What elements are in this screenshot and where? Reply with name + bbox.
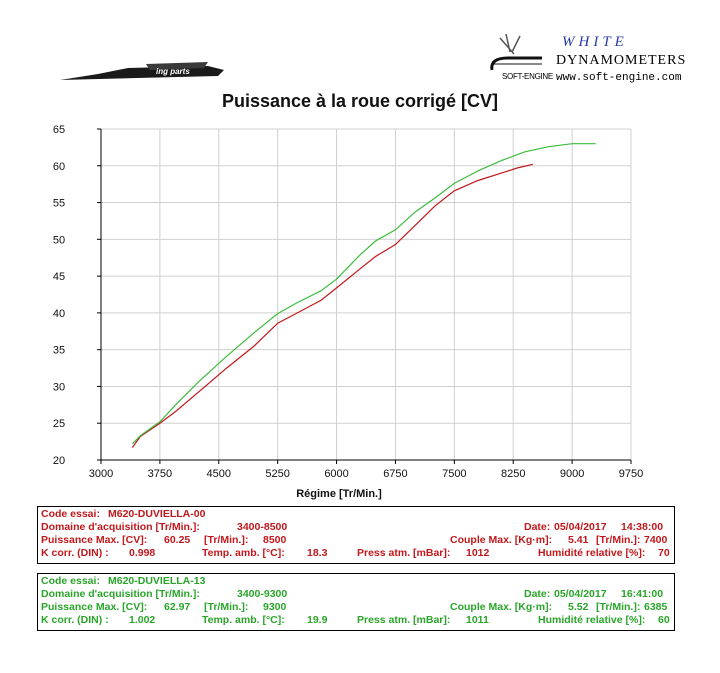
couple-value-2: 5.52 <box>568 601 589 613</box>
chart-ticks: 3000 3750 4500 5250 6000 6750 7500 8250 9000 9750… <box>53 124 643 480</box>
brand-logo-right <box>490 33 542 71</box>
couple-value-1: 5.41 <box>568 534 589 546</box>
puissance-rpm-label-1: [Tr/Min.]: <box>204 534 249 546</box>
series-line-2 <box>131 143 596 445</box>
hum-value-2: 60 <box>658 614 670 626</box>
puissance-label-1: Puissance Max. [CV]: <box>41 534 148 546</box>
brand-url: www.soft-engine.com <box>556 72 682 84</box>
code-label-2: Code essai: <box>41 575 100 587</box>
y-tick-label: 65 <box>53 124 65 136</box>
series-line-1 <box>131 163 534 448</box>
couple-label-1: Couple Max. [Kg·m]: <box>450 534 553 546</box>
x-tick-label: 6750 <box>383 468 407 480</box>
puissance-rpm-label-2: [Tr/Min.]: <box>204 601 249 613</box>
x-tick-label: 3750 <box>148 468 172 480</box>
hum-label-1: Humidité relative [%]: <box>538 547 646 559</box>
y-tick-label: 25 <box>53 418 65 430</box>
date-value-2: 05/04/2017 <box>554 588 607 600</box>
y-tick-label: 40 <box>53 308 65 320</box>
x-tick-label: 3000 <box>89 468 113 480</box>
press-value-1: 1012 <box>466 547 490 559</box>
puissance-value-2: 62.97 <box>164 601 191 613</box>
domaine-value-2: 3400-9300 <box>237 588 288 600</box>
y-tick-label: 45 <box>53 271 65 283</box>
x-tick-label: 9000 <box>560 468 584 480</box>
chart-title: Puissance à la roue corrigé [CV] <box>221 91 499 111</box>
x-axis-label: Régime [Tr/Min.] <box>296 488 382 500</box>
code-value-2: M620-DUVIELLA-13 <box>108 575 206 587</box>
y-tick-label: 35 <box>53 345 65 357</box>
brand-name: DYNAMOMETERS <box>556 53 687 68</box>
x-tick-label: 8250 <box>501 468 525 480</box>
x-tick-label: 4500 <box>207 468 231 480</box>
domaine-label-2: Domaine d'acquisition [Tr/Min.]: <box>41 588 200 600</box>
chart-axes <box>100 129 631 461</box>
puissance-value-1: 60.25 <box>164 534 191 546</box>
hum-value-1: 70 <box>658 547 670 559</box>
temp-label-1: Temp. amb. [°C]: <box>202 547 285 559</box>
y-tick-label: 30 <box>53 381 65 393</box>
time-value-1: 14:38:00 <box>621 521 664 533</box>
chart-grid <box>100 128 632 461</box>
x-tick-label: 6000 <box>324 468 348 480</box>
puissance-rpm-value-2: 9300 <box>263 601 287 613</box>
couple-rpm-value-2: 6385 <box>644 601 668 613</box>
couple-rpm-value-1: 7400 <box>644 534 668 546</box>
temp-value-1: 18.3 <box>307 547 328 559</box>
press-value-2: 1011 <box>466 614 489 626</box>
domaine-label-1: Domaine d'acquisition [Tr/Min.]: <box>41 521 200 533</box>
code-label-1: Code essai: <box>41 508 100 520</box>
y-tick-label: 20 <box>53 455 65 467</box>
date-label-2: Date: <box>524 588 551 600</box>
code-value-1: M620-DUVIELLA-00 <box>108 508 206 520</box>
couple-rpm-label-2: [Tr/Min.]: <box>596 601 641 613</box>
brand-logo-left: ing parts <box>60 62 224 80</box>
puissance-rpm-value-1: 8500 <box>263 534 287 546</box>
power-chart: 3000 3750 4500 5250 6000 6750 7500 8250 9000 9750… <box>53 124 643 500</box>
y-tick-label: 60 <box>53 161 65 173</box>
couple-rpm-label-1: [Tr/Min.]: <box>596 534 641 546</box>
x-tick-label: 7500 <box>442 468 466 480</box>
kcorr-label-2: K corr. (DIN) : <box>41 614 109 626</box>
y-tick-label: 55 <box>53 198 65 210</box>
logo-left-text: ing parts <box>156 67 190 76</box>
domaine-value-1: 3400-8500 <box>237 521 288 533</box>
brand-top-text: WHITE <box>562 34 628 50</box>
brand-engine-text: SOFT-ENGINE <box>502 72 553 81</box>
temp-label-2: Temp. amb. [°C]: <box>202 614 285 626</box>
x-tick-label: 9750 <box>619 468 643 480</box>
test-panel-1: Code essai: M620-DUVIELLA-00 Domaine d'a… <box>37 506 675 564</box>
puissance-label-2: Puissance Max. [CV]: <box>41 601 148 613</box>
date-label-1: Date: <box>524 521 551 533</box>
couple-label-2: Couple Max. [Kg·m]: <box>450 601 553 613</box>
kcorr-label-1: K corr. (DIN) : <box>41 547 109 559</box>
x-tick-label: 5250 <box>265 468 289 480</box>
press-label-1: Press atm. [mBar]: <box>357 547 451 559</box>
kcorr-value-2: 1.002 <box>129 614 156 626</box>
y-tick-label: 50 <box>53 234 65 246</box>
press-label-2: Press atm. [mBar]: <box>357 614 451 626</box>
test-panel-2: Code essai: M620-DUVIELLA-13 Domaine d'a… <box>37 573 675 631</box>
hum-label-2: Humidité relative [%]: <box>538 614 646 626</box>
date-value-1: 05/04/2017 <box>554 521 607 533</box>
kcorr-value-1: 0.998 <box>129 547 156 559</box>
temp-value-2: 19.9 <box>307 614 328 626</box>
chart-series <box>131 143 596 448</box>
time-value-2: 16:41:00 <box>621 588 664 600</box>
